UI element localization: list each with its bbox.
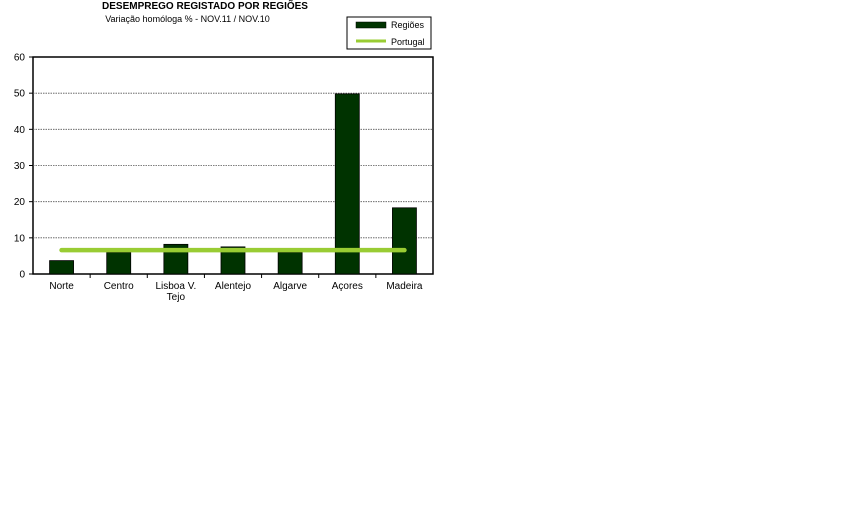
- x-tick-label: Centro: [104, 281, 134, 292]
- legend-box: [346, 16, 432, 50]
- y-tick-label: 50: [14, 89, 26, 100]
- bar: [106, 251, 132, 275]
- y-tick-label: 20: [14, 197, 26, 208]
- legend: Regiões Portugal: [346, 16, 432, 50]
- legend-label-line: Portugal: [391, 37, 425, 47]
- x-tick-label: Açores: [332, 281, 363, 292]
- bar: [334, 93, 360, 275]
- y-tick-label: 40: [14, 125, 26, 136]
- chart-title: DESEMPREGO REGISTADO POR REGIÕES: [102, 1, 308, 12]
- legend-swatch-bar: [355, 21, 387, 29]
- x-tick-label: Lisboa V. Tejo: [155, 281, 196, 303]
- y-tick-label: 10: [14, 233, 26, 244]
- y-tick-label: 60: [14, 53, 26, 64]
- chart-subtitle: Variação homóloga % - NOV.11 / NOV.10: [105, 14, 270, 24]
- x-tick-label: Norte: [49, 281, 74, 292]
- x-axis: Norte Centro Lisboa V. Tejo Alentejo Algarve A…: [49, 274, 423, 303]
- bar: [49, 260, 74, 275]
- bar: [392, 207, 417, 275]
- x-tick-label: Madeira: [386, 281, 423, 292]
- y-tick-label: 0: [19, 270, 25, 281]
- y-axis: 0 10 20 30 40 50 60: [14, 53, 33, 281]
- x-tick-label: Algarve: [273, 281, 307, 292]
- legend-label-bar: Regiões: [391, 20, 425, 30]
- gridlines: [33, 92, 433, 239]
- bar-series: [49, 93, 417, 275]
- y-tick-label: 30: [14, 161, 26, 172]
- bar: [277, 251, 303, 275]
- x-tick-label: Alentejo: [215, 281, 252, 292]
